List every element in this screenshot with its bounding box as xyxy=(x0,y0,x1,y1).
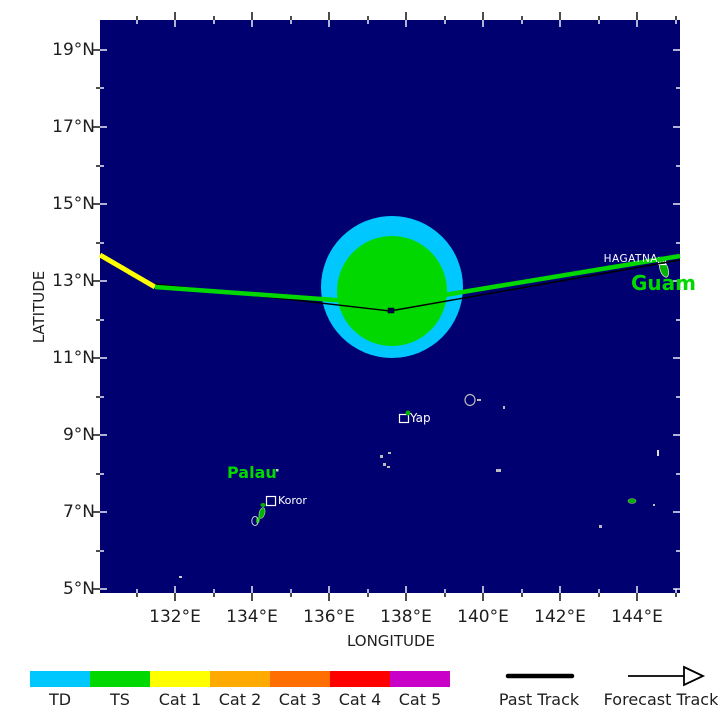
legend-swatch-cat-3 xyxy=(270,671,330,687)
x-tick-label: 138°E xyxy=(380,607,432,627)
guam-label: Guam xyxy=(631,271,696,295)
legend-label-cat-2: Cat 2 xyxy=(218,690,262,709)
past-track-symbol xyxy=(505,673,575,679)
legend-label-cat-1: Cat 1 xyxy=(158,690,202,709)
x-tick-label: 140°E xyxy=(457,607,509,627)
koror-label: Koror xyxy=(278,494,307,507)
legend-label-cat-5: Cat 5 xyxy=(398,690,442,709)
past-track-label: Past Track xyxy=(498,690,580,709)
map-area xyxy=(100,20,680,593)
forecast-track-arrowhead-icon xyxy=(683,665,706,687)
legend-swatch-cat-1 xyxy=(150,671,210,687)
x-tick-label: 132°E xyxy=(149,607,201,627)
legend-swatch-td xyxy=(30,671,90,687)
legend-swatch-ts xyxy=(90,671,150,687)
legend-label-ts: TS xyxy=(110,690,130,709)
legend-label-cat-3: Cat 3 xyxy=(278,690,322,709)
y-tick-label: 5°N xyxy=(62,579,95,599)
palau-label: Palau xyxy=(227,463,277,482)
forecast-track-label: Forecast Track xyxy=(603,690,719,709)
y-tick-label: 11°N xyxy=(52,348,95,368)
y-tick-label: 17°N xyxy=(52,117,95,137)
legend-swatch-cat-4 xyxy=(330,671,390,687)
x-axis-title: LONGITUDE xyxy=(346,632,436,650)
hagatna-label: HAGATNA xyxy=(603,253,658,265)
yap-label: Yap xyxy=(410,411,431,425)
y-tick-label: 15°N xyxy=(52,194,95,214)
x-tick-label: 142°E xyxy=(534,607,586,627)
legend-label-cat-4: Cat 4 xyxy=(338,690,382,709)
forecast-track-symbol xyxy=(628,665,706,687)
intensity-color-bar xyxy=(30,671,450,687)
x-tick-label: 144°E xyxy=(611,607,663,627)
legend-label-td: TD xyxy=(48,690,72,709)
y-tick-label: 13°N xyxy=(52,271,95,291)
x-tick-label: 134°E xyxy=(226,607,278,627)
legend-swatch-cat-5 xyxy=(390,671,450,687)
legend-swatch-cat-2 xyxy=(210,671,270,687)
y-tick-label: 9°N xyxy=(62,425,95,445)
y-tick-label: 7°N xyxy=(62,502,95,522)
y-tick-label: 19°N xyxy=(52,40,95,60)
x-tick-label: 136°E xyxy=(303,607,355,627)
